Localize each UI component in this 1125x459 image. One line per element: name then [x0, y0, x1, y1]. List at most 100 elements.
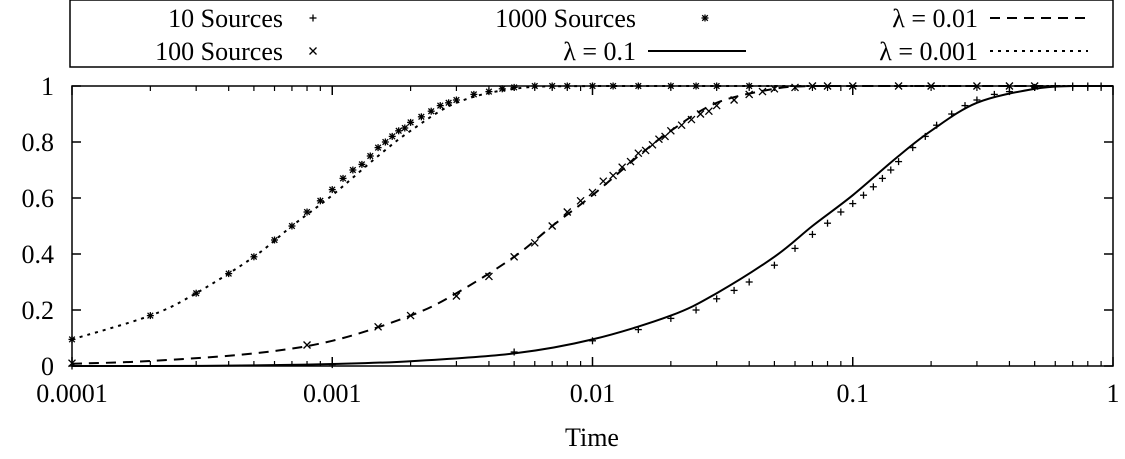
data-point-1000-sources: [485, 88, 493, 96]
data-point-1000-sources: [250, 253, 258, 261]
data-point-10-sources: [730, 286, 738, 294]
data-point-1000-sources: [452, 96, 460, 104]
x-axis-label: Time: [565, 423, 619, 452]
data-point-10-sources: [791, 244, 799, 252]
legend-label-10-sources: 10 Sources: [168, 4, 283, 33]
legend-sample-10-sources: [309, 14, 317, 22]
data-point-10-sources: [667, 314, 675, 322]
data-point-1000-sources: [68, 335, 76, 343]
data-point-1000-sources: [510, 83, 518, 91]
data-point-10-sources: [849, 200, 857, 208]
data-point-1000-sources: [609, 82, 617, 90]
data-point-100-sources: [576, 196, 585, 205]
data-point-100-sources: [704, 107, 713, 116]
data-point-100-sources: [848, 82, 857, 90]
data-point-1000-sources: [531, 82, 539, 90]
legend-label-lambda-0-01: λ = 0.01: [892, 4, 978, 33]
data-point-10-sources: [990, 90, 998, 98]
data-point-1000-sources: [745, 82, 753, 90]
series-lines: [71, 84, 1113, 368]
legend-samples: [309, 14, 1088, 55]
y-tick-label: 0.6: [22, 184, 55, 213]
data-point-100-sources: [677, 121, 686, 130]
data-point-100-sources: [626, 157, 635, 166]
data-point-10-sources: [948, 110, 956, 118]
series-line--0-1: [72, 85, 1113, 368]
data-point-100-sources: [510, 252, 519, 261]
data-point-1000-sources: [358, 160, 366, 168]
data-point-10-sources: [824, 219, 832, 227]
data-point-1000-sources: [470, 90, 478, 98]
data-point-10-sources: [770, 261, 778, 269]
data-point-100-sources: [758, 87, 767, 96]
y-tick-label: 0.8: [22, 128, 55, 157]
data-point-1000-sources: [667, 82, 675, 90]
data-point-1000-sources: [407, 118, 415, 126]
data-point-10-sources: [887, 166, 895, 174]
data-point-1000-sources: [417, 113, 425, 121]
data-point-1000-sources: [316, 197, 324, 205]
data-point-10-sources: [895, 158, 903, 166]
data-point-100-sources: [791, 83, 799, 92]
data-point-1000-sources: [146, 312, 154, 320]
data-point-100-sources: [712, 101, 721, 110]
data-point-10-sources: [589, 337, 596, 345]
legend-sample-100-sources: [309, 47, 317, 55]
data-point-100-sources: [588, 188, 597, 197]
series-points: [68, 82, 1105, 370]
data-point-10-sources: [909, 144, 917, 152]
data-point-1000-sources: [436, 102, 444, 110]
data-point-1000-sources: [366, 152, 374, 160]
data-point-100-sources: [548, 222, 557, 230]
data-point-10-sources: [1084, 82, 1092, 90]
data-point-100-sources: [770, 84, 779, 93]
x-tick-label: 0.01: [570, 379, 616, 408]
data-point-10-sources: [713, 295, 721, 303]
data-point-10-sources: [634, 326, 642, 334]
data-point-10-sources: [1051, 82, 1059, 90]
data-point-1000-sources: [303, 208, 311, 216]
data-point-10-sources: [837, 208, 845, 216]
legend-label-lambda-0-1: λ = 0.1: [563, 37, 636, 66]
data-point-100-sources: [654, 135, 663, 144]
data-point-100-sources: [374, 322, 383, 331]
data-point-100-sources: [1005, 82, 1014, 90]
data-point-1000-sources: [225, 270, 233, 278]
data-point-100-sources: [648, 140, 657, 149]
data-point-1000-sources: [339, 174, 347, 182]
data-point-100-sources: [745, 90, 754, 99]
data-point-10-sources: [1005, 88, 1013, 96]
data-point-100-sources: [406, 311, 415, 320]
data-point-100-sources: [808, 82, 817, 90]
legend-label-lambda-0-001: λ = 0.001: [879, 37, 978, 66]
data-point-100-sources: [68, 359, 76, 368]
data-point-1000-sources: [445, 99, 453, 107]
data-point-1000-sources: [427, 107, 435, 115]
data-point-100-sources: [696, 110, 705, 118]
data-point-1000-sources: [395, 127, 403, 135]
y-tick-label: 0.4: [22, 240, 55, 269]
legend-label-100-sources: 100 Sources: [155, 37, 283, 66]
data-point-1000-sources: [288, 222, 296, 230]
data-point-100-sources: [530, 238, 539, 247]
x-tick-label: 0.1: [837, 379, 870, 408]
data-point-10-sources: [1097, 82, 1105, 90]
data-point-10-sources: [933, 121, 941, 129]
data-point-10-sources: [921, 132, 929, 140]
data-point-100-sources: [303, 341, 311, 349]
plot-frame: [71, 85, 1114, 367]
legend: 10 Sources 100 Sources 1000 Sources λ = …: [155, 4, 978, 66]
data-point-1000-sources: [388, 132, 396, 140]
data-point-10-sources: [869, 183, 877, 191]
data-point-1000-sources: [589, 82, 596, 90]
x-axis: 0.0001 0.001 0.01 0.1 1: [36, 86, 1120, 408]
data-point-1000-sources: [328, 186, 336, 194]
data-point-100-sources: [599, 177, 608, 186]
data-point-100-sources: [563, 208, 572, 216]
data-point-10-sources: [510, 348, 518, 356]
data-point-1000-sources: [498, 85, 506, 93]
data-point-100-sources: [618, 163, 627, 172]
y-tick-label: 0.2: [22, 296, 55, 325]
data-point-1000-sources: [381, 138, 389, 146]
